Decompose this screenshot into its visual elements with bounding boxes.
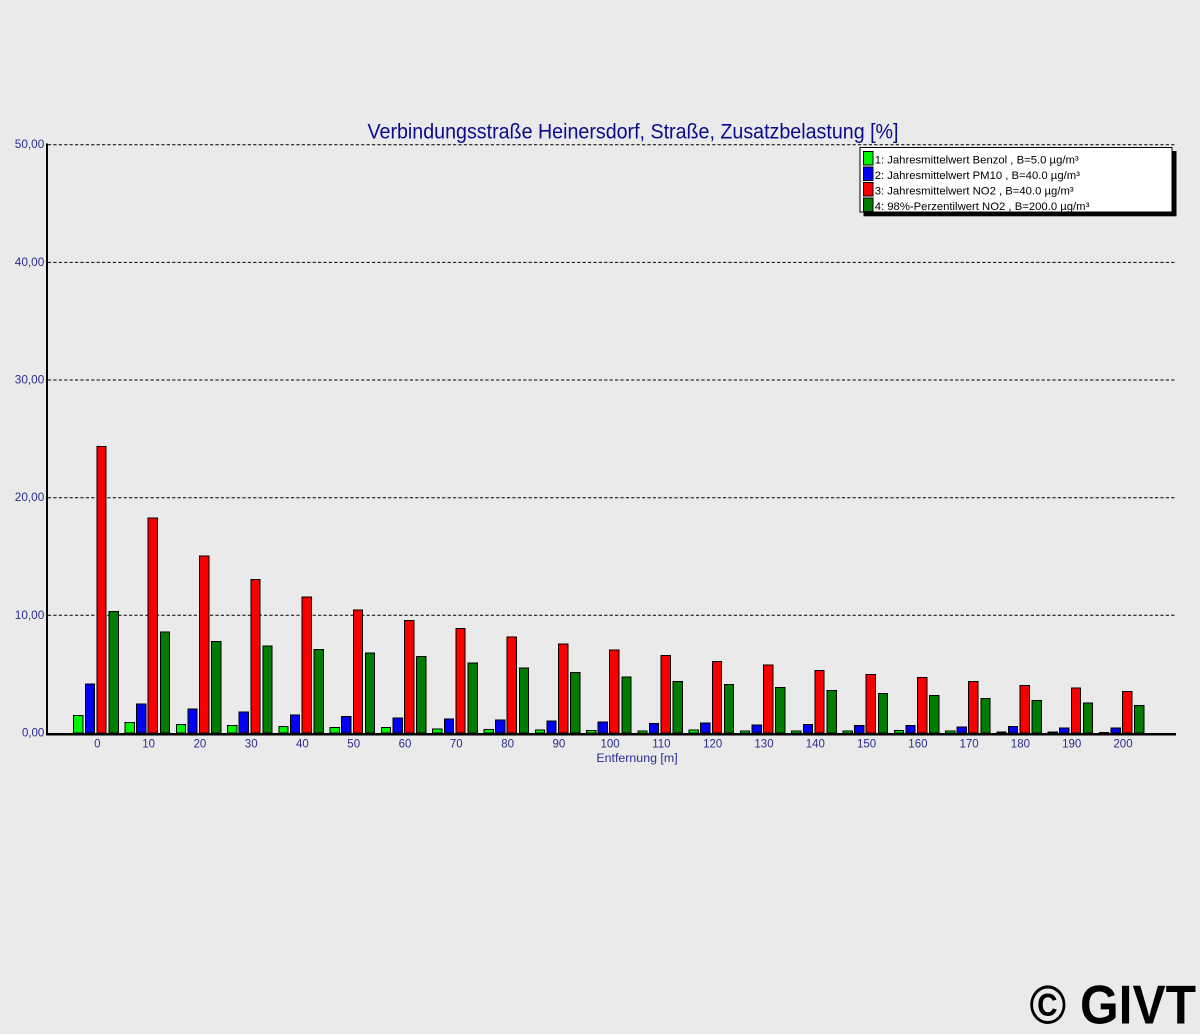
svg-text:1: Jahresmittelwert Benzol , B: 1: Jahresmittelwert Benzol , B=5.0 µg/m³: [875, 154, 1079, 166]
svg-text:Entfernung [m]: Entfernung [m]: [596, 751, 677, 765]
svg-text:140: 140: [806, 739, 825, 751]
svg-text:100: 100: [601, 739, 620, 751]
svg-text:10: 10: [142, 739, 155, 751]
svg-text:180: 180: [1011, 739, 1030, 751]
svg-text:2: Jahresmittelwert PM10 , B=4: 2: Jahresmittelwert PM10 , B=40.0 µg/m³: [875, 170, 1080, 182]
svg-text:50,00: 50,00: [15, 137, 45, 151]
svg-text:40: 40: [296, 739, 309, 751]
svg-text:Verbindungsstraße Heinersdorf,: Verbindungsstraße Heinersdorf, Straße, Z…: [368, 121, 899, 144]
svg-text:130: 130: [754, 739, 773, 751]
svg-text:190: 190: [1062, 739, 1081, 751]
svg-text:0,00: 0,00: [22, 726, 44, 740]
svg-text:150: 150: [857, 739, 876, 751]
svg-text:20: 20: [194, 739, 207, 751]
svg-text:50: 50: [347, 739, 360, 751]
svg-text:120: 120: [703, 739, 722, 751]
svg-text:30,00: 30,00: [15, 373, 45, 387]
svg-text:160: 160: [908, 739, 927, 751]
svg-text:10,00: 10,00: [15, 608, 45, 622]
svg-text:3: Jahresmittelwert NO2 , B=40: 3: Jahresmittelwert NO2 , B=40.0 µg/m³: [875, 185, 1074, 197]
svg-text:© GIVT: © GIVT: [1030, 975, 1197, 1030]
svg-text:0: 0: [94, 739, 100, 751]
svg-text:70: 70: [450, 739, 463, 751]
svg-text:90: 90: [553, 739, 566, 751]
svg-text:20,00: 20,00: [15, 490, 45, 504]
svg-text:80: 80: [501, 739, 514, 751]
svg-text:200: 200: [1113, 739, 1132, 751]
svg-text:40,00: 40,00: [15, 255, 45, 269]
svg-text:30: 30: [245, 739, 258, 751]
svg-text:110: 110: [652, 739, 670, 751]
svg-text:170: 170: [960, 739, 979, 751]
svg-text:60: 60: [399, 739, 412, 751]
svg-text:4: 98%-Perzentilwert NO2 , B=2: 4: 98%-Perzentilwert NO2 , B=200.0 µg/m³: [875, 201, 1090, 213]
